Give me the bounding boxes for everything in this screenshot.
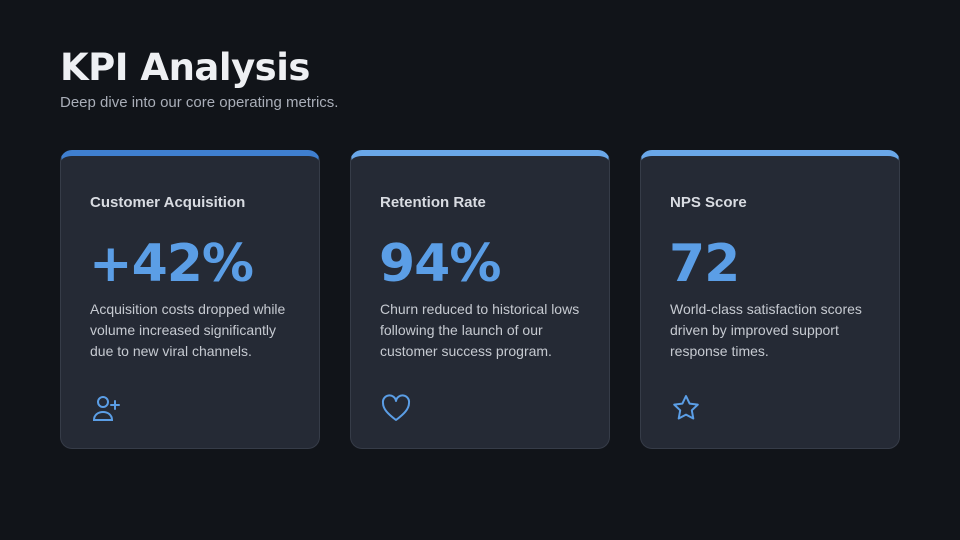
- card-value: 72: [669, 234, 740, 294]
- heart-icon: [381, 394, 411, 421]
- kpi-card: NPS Score 72 World-class satisfaction sc…: [640, 150, 900, 449]
- page-title: KPI Analysis: [60, 46, 310, 89]
- card-description: World-class satisfaction scores driven b…: [670, 301, 862, 359]
- card-title: Retention Rate: [380, 194, 486, 211]
- user-plus-icon: [92, 396, 120, 421]
- kpi-card: Retention Rate 94% Churn reduced to hist…: [350, 150, 610, 449]
- card-value: +42%: [89, 234, 254, 294]
- card-value: 94%: [379, 234, 501, 294]
- card-title: Customer Acquisition: [90, 194, 246, 211]
- card-description: Churn reduced to historical lows followi…: [380, 301, 580, 359]
- kpi-card: Customer Acquisition +42% Acquisition co…: [60, 150, 320, 449]
- card-description: Acquisition costs dropped while volume i…: [90, 301, 286, 359]
- page-subtitle: Deep dive into our core operating metric…: [60, 94, 339, 111]
- star-icon: [673, 395, 699, 420]
- card-title: NPS Score: [670, 194, 747, 211]
